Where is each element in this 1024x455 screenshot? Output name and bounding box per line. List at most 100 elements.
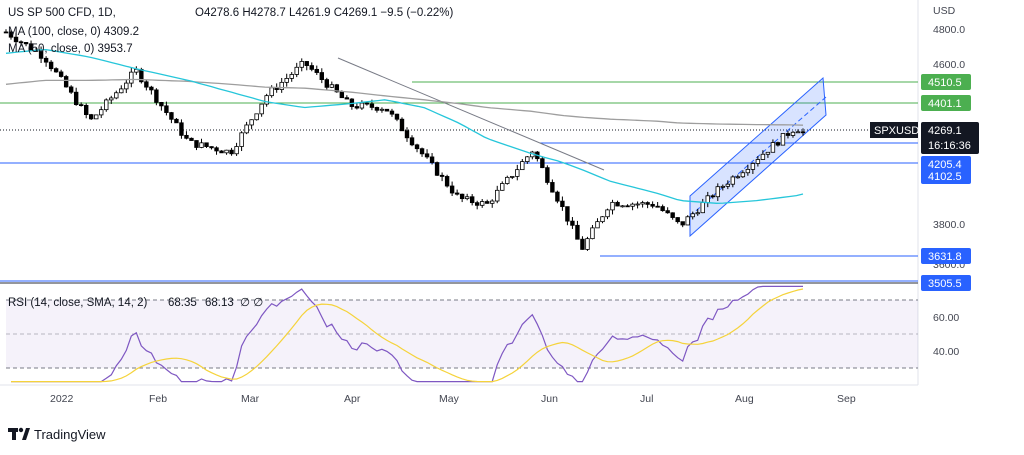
candle[interactable] <box>99 109 104 116</box>
candle[interactable] <box>409 137 415 146</box>
candle[interactable] <box>94 114 99 120</box>
candle[interactable] <box>53 68 59 73</box>
candle[interactable] <box>755 159 761 164</box>
candle[interactable] <box>725 183 731 187</box>
candle[interactable] <box>660 206 665 212</box>
candle[interactable] <box>194 140 199 148</box>
candle[interactable] <box>73 91 79 106</box>
candle[interactable] <box>214 147 219 152</box>
candle[interactable] <box>590 227 595 240</box>
candle[interactable] <box>124 82 129 90</box>
candle[interactable] <box>289 74 294 79</box>
candle[interactable] <box>565 206 570 222</box>
candle[interactable] <box>595 221 600 229</box>
candle[interactable] <box>264 95 269 105</box>
candle[interactable] <box>329 84 335 88</box>
candle[interactable] <box>635 203 640 206</box>
level-tag-4401[interactable] <box>921 95 971 111</box>
candle[interactable] <box>339 91 345 99</box>
candle[interactable] <box>750 163 756 170</box>
candle[interactable] <box>675 217 680 223</box>
candle[interactable] <box>745 168 751 174</box>
candle[interactable] <box>364 102 370 105</box>
candle[interactable] <box>680 221 685 226</box>
candle[interactable] <box>38 50 44 59</box>
candle[interactable] <box>78 104 84 107</box>
candle[interactable] <box>109 97 114 101</box>
candle[interactable] <box>685 216 690 226</box>
candle[interactable] <box>444 176 450 187</box>
candle[interactable] <box>705 195 710 204</box>
trend-line[interactable] <box>337 57 605 171</box>
candle[interactable] <box>254 113 259 121</box>
candle[interactable] <box>129 71 134 84</box>
candle[interactable] <box>149 86 154 91</box>
candle[interactable] <box>770 142 776 153</box>
candle[interactable] <box>299 61 304 68</box>
candle[interactable] <box>384 108 390 112</box>
candle[interactable] <box>690 213 695 218</box>
candle[interactable] <box>3 31 9 34</box>
candle[interactable] <box>490 200 495 204</box>
candle[interactable] <box>785 133 791 136</box>
candle[interactable] <box>58 71 64 77</box>
candle[interactable] <box>23 42 29 45</box>
candle[interactable] <box>510 175 515 178</box>
candle[interactable] <box>550 182 555 193</box>
candle[interactable] <box>575 224 580 240</box>
candle[interactable] <box>469 196 475 204</box>
candle[interactable] <box>179 122 184 136</box>
candle[interactable] <box>234 146 239 155</box>
candle[interactable] <box>414 144 420 150</box>
candle[interactable] <box>279 81 284 90</box>
candle[interactable] <box>545 167 550 183</box>
tradingview-logo-icon[interactable] <box>8 427 30 440</box>
candle[interactable] <box>580 238 585 250</box>
candle[interactable] <box>284 78 289 83</box>
candle[interactable] <box>474 202 480 206</box>
candle[interactable] <box>154 89 159 103</box>
candle[interactable] <box>700 202 705 214</box>
candle[interactable] <box>464 196 470 200</box>
candle[interactable] <box>695 212 700 215</box>
candle[interactable] <box>224 149 229 154</box>
candle[interactable] <box>765 151 771 155</box>
candle[interactable] <box>665 210 670 214</box>
candle[interactable] <box>615 201 620 207</box>
level-tag-4510[interactable] <box>921 74 971 90</box>
candle[interactable] <box>394 113 400 120</box>
candle[interactable] <box>8 31 14 38</box>
rsi-legend[interactable]: RSI (14, close, SMA, 14, 2) <box>8 297 148 309</box>
candle[interactable] <box>334 84 340 93</box>
candle[interactable] <box>650 203 655 207</box>
candle[interactable] <box>159 101 164 107</box>
candle[interactable] <box>379 108 385 111</box>
candle[interactable] <box>144 81 149 88</box>
candle[interactable] <box>359 102 365 109</box>
candle[interactable] <box>294 66 299 75</box>
candle[interactable] <box>515 169 520 177</box>
ma100-legend[interactable]: MA (100, close, 0) 4309.2 <box>8 26 139 38</box>
candle[interactable] <box>219 150 224 154</box>
candle[interactable] <box>354 106 360 109</box>
branding-text[interactable]: TradingView <box>34 427 106 442</box>
candle[interactable] <box>369 103 375 108</box>
candle[interactable] <box>434 162 440 176</box>
candle[interactable] <box>735 176 741 179</box>
candle[interactable] <box>204 142 209 147</box>
candle[interactable] <box>249 119 254 126</box>
candle[interactable] <box>404 130 410 139</box>
candle[interactable] <box>439 174 445 177</box>
candle[interactable] <box>304 61 309 66</box>
candle[interactable] <box>84 105 89 116</box>
candle[interactable] <box>164 105 169 113</box>
level-tag-4102[interactable] <box>921 168 971 184</box>
candle[interactable] <box>570 220 575 226</box>
candle[interactable] <box>610 201 615 211</box>
candle[interactable] <box>104 99 109 111</box>
candle[interactable] <box>184 134 189 139</box>
candle[interactable] <box>239 132 244 147</box>
candle[interactable] <box>114 92 119 99</box>
candle[interactable] <box>459 193 465 200</box>
